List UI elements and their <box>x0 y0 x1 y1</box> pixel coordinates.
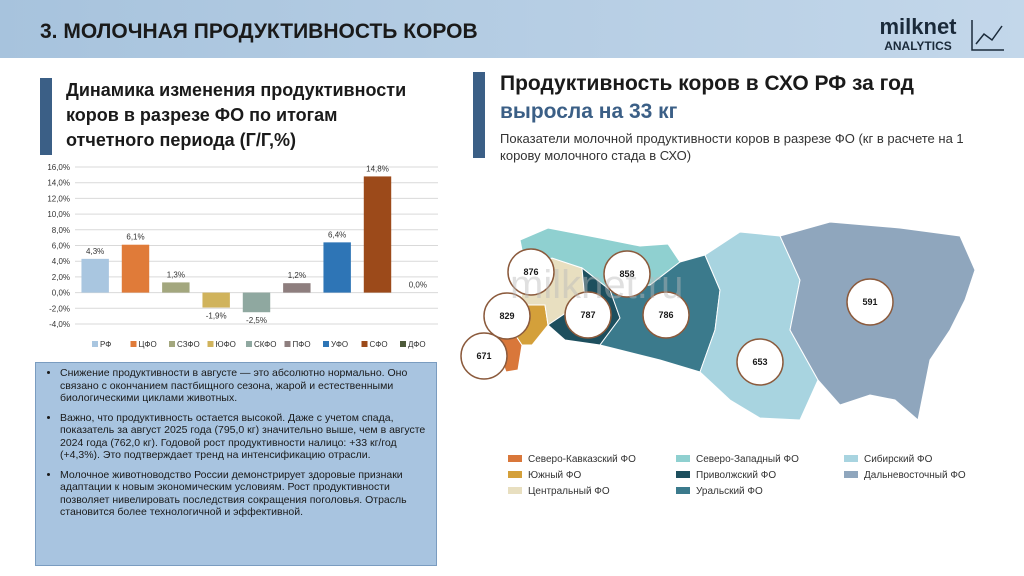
y-tick-label: 14,0% <box>47 179 70 188</box>
bar <box>242 292 271 313</box>
logo-bottom: ANALYTICS <box>884 39 952 53</box>
y-tick-label: 8,0% <box>52 226 70 235</box>
note: Важно, что продуктивность остается высок… <box>60 412 430 462</box>
y-tick-label: 2,0% <box>52 273 70 282</box>
map-legend-swatch <box>676 455 690 462</box>
legend-swatch <box>361 341 368 347</box>
value-label: 1,3% <box>167 270 185 279</box>
legend-label: СЗФО <box>177 340 200 349</box>
map-legend-label: Сибирский ФО <box>864 453 933 465</box>
left-title-bar <box>40 78 52 155</box>
map-legend-swatch <box>508 455 522 462</box>
value-label: 14,8% <box>366 164 389 173</box>
map-legend-swatch <box>508 487 522 494</box>
value-label: -1,9% <box>206 312 227 321</box>
map-legend-swatch <box>676 487 690 494</box>
bar <box>202 292 230 308</box>
logo-top: milknet <box>879 14 957 39</box>
bar <box>323 242 351 293</box>
y-tick-label: 4,0% <box>52 257 70 266</box>
bar-chart: -4,0% -2,0% 0,0% 2,0% 4,0% 6,0% 8,0% 10,0% 12,0%… <box>47 163 438 349</box>
legend-label: ДФО <box>408 340 426 349</box>
value-label: 1,2% <box>288 271 306 280</box>
map-bubble-value: 653 <box>752 357 767 367</box>
map-bubble <box>736 338 784 386</box>
map: Северо-Кавказский ФО Южный ФО Центральный … <box>460 221 976 497</box>
legend-label: ЮФО <box>216 340 236 349</box>
legend-label: РФ <box>100 340 111 349</box>
note: Молочное животноводство России демонстри… <box>60 469 430 519</box>
legend-label: УФО <box>331 340 348 349</box>
map-legend-swatch <box>844 455 858 462</box>
map-legend-label: Центральный ФО <box>528 486 610 497</box>
map-bubble-value: 671 <box>476 351 491 361</box>
legend-swatch <box>169 341 175 347</box>
map-bubble <box>846 278 894 326</box>
map-bubble <box>460 332 508 380</box>
y-tick-label: 16,0% <box>47 163 70 172</box>
y-tick-label: -4,0% <box>49 320 70 329</box>
map-legend-label: Северо-Западный ФО <box>696 454 799 465</box>
y-tick-label: 12,0% <box>47 194 70 203</box>
legend-swatch <box>246 341 252 347</box>
y-tick-label: -2,0% <box>49 304 70 313</box>
map-legend-label: Уральский ФО <box>696 486 763 497</box>
map-bubble <box>642 291 690 339</box>
map-bubble <box>507 248 555 296</box>
right-title-line2: выросла на 33 кг <box>500 100 678 123</box>
map-bubble <box>564 291 612 339</box>
map-legend-label: Южный ФО <box>528 470 581 481</box>
map-legend-swatch <box>676 471 690 478</box>
map-bubble <box>483 292 531 340</box>
legend-swatch <box>400 341 406 347</box>
legend-label: СКФО <box>254 340 276 349</box>
legend-swatch <box>207 341 214 347</box>
y-tick-label: 0,0% <box>52 289 70 298</box>
legend-label: СФО <box>370 340 388 349</box>
right-title-block: Продуктивность коров в СХО РФ за год выр… <box>500 70 1010 164</box>
value-label: 4,3% <box>86 247 104 256</box>
map-legend-label: Северо-Кавказский ФО <box>528 454 636 465</box>
legend-swatch <box>92 341 98 347</box>
map-bubble-value: 786 <box>658 310 673 320</box>
legend-swatch <box>323 341 329 347</box>
note: Снижение продуктивности в августе — это … <box>60 367 430 405</box>
map-bubble-value: 876 <box>523 267 538 277</box>
right-title-bar <box>473 72 485 158</box>
value-label: 6,4% <box>328 230 346 239</box>
header-title: 3. МОЛОЧНАЯ ПРОДУКТИВНОСТЬ КОРОВ <box>40 20 478 43</box>
map-bubble-value: 829 <box>499 311 514 321</box>
bar <box>81 258 109 293</box>
map-legend-swatch <box>844 471 858 478</box>
left-title: Динамика изменения продуктивности коров … <box>66 80 407 150</box>
value-label: 6,1% <box>126 233 144 242</box>
right-title-line1: Продуктивность коров в СХО РФ за год <box>500 72 915 95</box>
bar <box>283 283 311 293</box>
bar <box>162 282 190 293</box>
right-subtitle: Показатели молочной продуктивности коров… <box>500 131 964 163</box>
y-tick-label: 6,0% <box>52 242 70 251</box>
map-legend-label: Приволжский ФО <box>696 470 776 481</box>
notes-box: Снижение продуктивности в августе — это … <box>35 362 437 566</box>
value-label: 0,0% <box>409 281 427 290</box>
bar <box>363 176 392 293</box>
watermark: milknet.ru <box>510 263 683 307</box>
map-bubble-value: 858 <box>619 269 634 279</box>
map-legend-label: Дальневосточный ФО <box>864 470 966 481</box>
header-band <box>0 0 1024 58</box>
map-bubble-value: 591 <box>862 297 877 307</box>
logo-icon <box>971 20 1004 51</box>
y-tick-label: 10,0% <box>47 210 70 219</box>
map-legend-swatch <box>508 471 522 478</box>
legend-swatch <box>130 341 137 347</box>
bar <box>121 244 150 293</box>
legend-swatch <box>284 341 291 347</box>
map-bubble <box>603 250 651 298</box>
map-bubble-value: 787 <box>580 310 595 320</box>
value-label: -2,5% <box>246 316 267 325</box>
legend-label: ЦФО <box>139 340 157 349</box>
legend-label: ПФО <box>293 340 311 349</box>
